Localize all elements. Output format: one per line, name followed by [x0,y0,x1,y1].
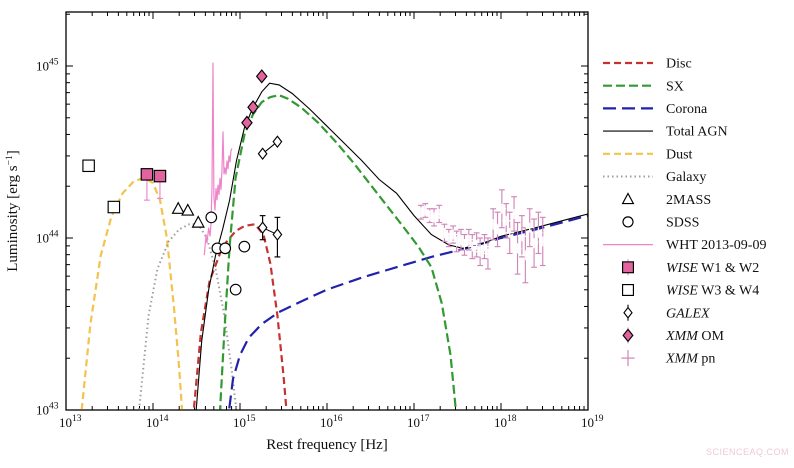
legend: Disc SX Corona Total AGN Dust Galaxy 2MASS SDSS… [603,57,766,367]
scatter-2mass [171,201,205,228]
legend-item-wise-w12: WISE W1 & W2 [622,259,759,276]
x-tick-label: 1017 [407,414,430,430]
x-tick-label: 1013 [59,414,82,430]
legend-item-disc: Disc [603,57,692,72]
scatter-xmm-pn [416,189,547,284]
x-tick-label: 1016 [320,414,343,430]
legend-label-disc: Disc [666,57,692,72]
legend-label-galaxy: Galaxy [666,170,706,185]
legend-label-2mass: 2MASS [666,193,711,208]
curve-corona [228,214,588,410]
axis-ticks [65,12,589,411]
curve-disc [192,223,288,410]
curve-wht [203,62,233,256]
scatter-series [82,69,547,296]
scatter-wise-w12 [140,168,167,201]
y-tick-label: 1043 [36,402,59,418]
scatter-sdss [205,211,251,296]
curves [80,62,588,410]
legend-label-wht: WHT 2013-09-09 [666,238,766,253]
y-tick-label: 1044 [36,230,59,246]
legend-label-corona: Corona [666,102,708,117]
legend-label-xmm-pn: XMM pn [665,352,715,367]
curve-sx [218,94,457,410]
legend-label-sx: SX [666,79,684,94]
x-tick-label: 1014 [146,414,169,430]
legend-item-wise-w34: WISE W3 & W4 [622,284,759,299]
x-tick-label: 1019 [581,414,604,430]
legend-item-galex: GALEX [623,304,710,321]
x-tick-label: 1018 [494,414,517,430]
legend-label-xmm-om: XMM OM [665,329,725,344]
legend-label-dust: Dust [666,147,693,162]
y-axis-label: Luminosity [erg s−1] [5,150,21,272]
legend-label-wise-w34: WISE W3 & W4 [666,284,759,299]
legend-item-corona: Corona [603,102,708,117]
y-tick-label: 1045 [36,58,59,74]
legend-label-galex: GALEX [666,306,710,321]
curve-dust [80,176,184,410]
legend-item-xmm-pn: XMM pn [621,350,715,367]
scatter-wise-w34 [82,159,121,214]
y-tick-labels: 1043 1044 1045 [36,58,59,418]
scatter-xmm-om [241,69,268,130]
legend-item-galaxy: Galaxy [603,170,706,185]
legend-item-xmm-om: XMM OM [622,327,725,344]
legend-item-sdss: SDSS [622,216,699,231]
scatter-galex [257,135,283,258]
watermark: SCIENCEAQ.COM [706,447,789,457]
legend-label-sdss: SDSS [666,216,699,231]
legend-item-dust: Dust [603,147,693,162]
legend-item-total-agn: Total AGN [603,125,728,140]
legend-label-total-agn: Total AGN [666,125,728,140]
legend-item-2mass: 2MASS [621,192,711,208]
legend-label-wise-w12: WISE W1 & W2 [666,261,759,276]
legend-item-wht: WHT 2013-09-09 [603,238,766,253]
legend-item-sx: SX [603,79,684,94]
x-tick-label: 1015 [233,414,256,430]
x-axis-label: Rest frequency [Hz] [266,437,388,453]
x-tick-labels: 1013 1014 1015 1016 1017 1018 1019 [59,414,604,430]
generated-chart-content: 1013 1014 1015 1016 1017 1018 1019 1043 1044 1045… [36,11,766,430]
